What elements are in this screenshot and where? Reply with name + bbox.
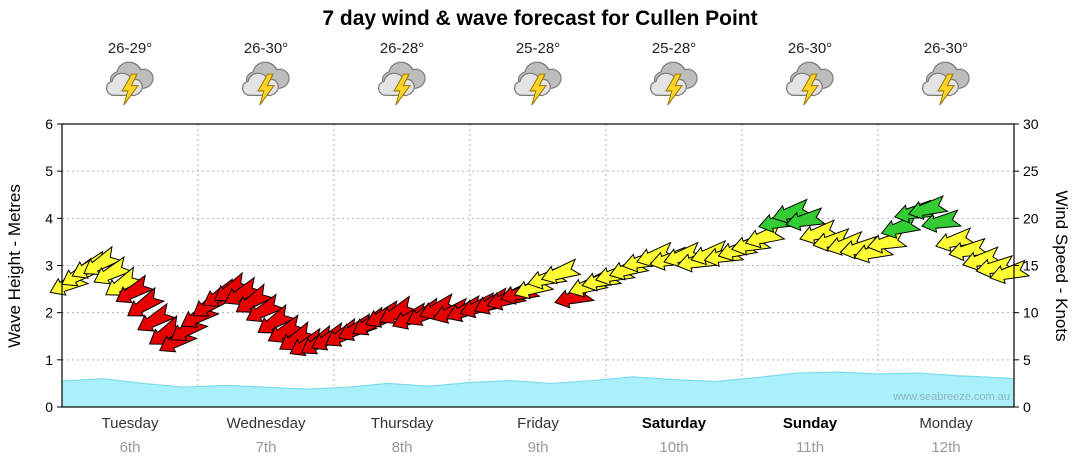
forecast-day-column: 25-28° [606, 40, 742, 106]
day-label-column: Saturday 10th [606, 415, 742, 456]
storm-icon [513, 60, 563, 106]
day-label-column: Monday 12th [878, 415, 1014, 456]
storm-icon [649, 60, 699, 106]
wind-arrow [866, 229, 908, 254]
day-name: Tuesday [101, 415, 159, 432]
temp-range: 26-28° [379, 40, 425, 57]
plot-border [61, 123, 1015, 408]
daily-summary-row: 26-29° 26-30° 26-28° 25-28° 25-28° 26-30… [62, 40, 1014, 106]
forecast-day-column: 26-30° [878, 40, 1014, 106]
day-date: 12th [931, 439, 961, 456]
wind-arrow [799, 219, 841, 245]
forecast-day-column: 26-29° [62, 40, 198, 106]
day-name: Monday [919, 415, 973, 432]
right-axis-tick: 30 [1023, 116, 1039, 132]
right-axis-tick: 20 [1023, 210, 1039, 226]
day-label-column: Friday 9th [470, 415, 606, 456]
day-date: 10th [659, 439, 689, 456]
left-axis-tick: 1 [45, 352, 53, 368]
right-axis-tick: 0 [1023, 399, 1031, 415]
storm-icon [105, 60, 155, 106]
right-axis-tick: 15 [1023, 258, 1039, 274]
day-date: 11th [795, 439, 825, 456]
temp-range: 26-30° [243, 40, 289, 57]
wind-arrow [785, 207, 827, 232]
day-date: 7th [255, 439, 277, 456]
temp-range: 26-29° [107, 40, 153, 57]
right-axis-tick: 10 [1023, 305, 1039, 321]
left-axis-tick: 2 [45, 305, 53, 321]
right-axis-tick: 5 [1023, 352, 1031, 368]
forecast-day-column: 26-28° [334, 40, 470, 106]
temp-range: 26-30° [923, 40, 969, 57]
left-axis-tick: 3 [45, 258, 53, 274]
wind-arrow [826, 230, 868, 256]
storm-icon [921, 60, 971, 106]
temp-range: 26-30° [787, 40, 833, 57]
day-label-column: Wednesday 7th [198, 415, 334, 456]
day-label-column: Sunday 11th [742, 415, 878, 456]
watermark: www.seabreeze.com.au [893, 391, 1010, 403]
wave-height-edge [61, 371, 1015, 390]
wind-arrow [921, 209, 963, 233]
day-labels-row: Tuesday 6th Wednesday 7th Thursday 8th F… [62, 415, 1014, 456]
storm-icon [785, 60, 835, 106]
wind-arrow [540, 258, 582, 285]
day-date: 9th [527, 439, 549, 456]
day-date: 6th [119, 439, 141, 456]
storm-icon [241, 60, 291, 106]
left-axis-tick: 4 [45, 210, 53, 226]
wind-arrow [127, 286, 166, 317]
wind-arrow [907, 195, 949, 220]
wind-arrow [962, 246, 1004, 271]
temp-range: 25-28° [651, 40, 697, 57]
wind-arrow [93, 255, 133, 285]
forecast-day-column: 26-30° [742, 40, 878, 106]
left-axis-tick: 5 [45, 163, 53, 179]
wind-arrow [744, 222, 786, 249]
day-name: Thursday [370, 415, 434, 432]
temp-range: 25-28° [515, 40, 561, 57]
day-name: Sunday [782, 415, 838, 432]
day-label-column: Tuesday 6th [62, 415, 198, 456]
wind-arrow [880, 213, 922, 239]
wind-arrow [137, 302, 177, 332]
wave-height-area [62, 372, 1014, 407]
left-axis-tick: 6 [45, 116, 53, 132]
forecast-day-column: 26-30° [198, 40, 334, 106]
left-axis-tick: 0 [45, 399, 53, 415]
wind-arrow [245, 293, 286, 323]
wind-arrow [989, 259, 1031, 285]
storm-icon [377, 60, 427, 106]
wind-arrow [115, 274, 155, 304]
day-name: Saturday [641, 415, 707, 432]
right-axis-title: Wind Speed - Knots [1052, 190, 1071, 342]
day-date: 8th [391, 439, 413, 456]
wind-arrow [771, 198, 813, 224]
left-axis-title: Wave Height - Metres [5, 184, 24, 348]
wind-arrow [935, 227, 976, 253]
page-title: 7 day wind & wave forecast for Cullen Po… [322, 7, 758, 30]
day-name: Wednesday [226, 415, 306, 432]
forecast-day-column: 25-28° [470, 40, 606, 106]
right-axis-tick: 25 [1023, 163, 1039, 179]
day-label-column: Thursday 8th [334, 415, 470, 456]
day-name: Friday [517, 415, 559, 432]
